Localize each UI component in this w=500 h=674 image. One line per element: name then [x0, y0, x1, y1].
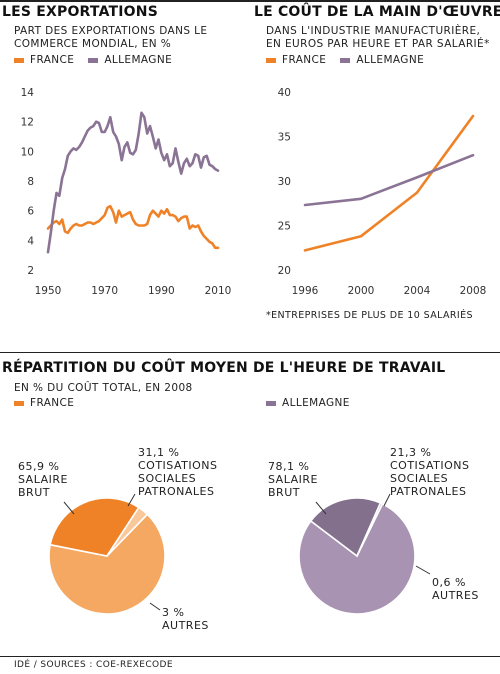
y-tick-label: 14 [21, 87, 35, 99]
allemagne-pie-legend: ALLEMAGNE [266, 397, 350, 409]
x-tick-label: 2000 [348, 285, 375, 297]
labour-cost-subtitle: DANS L'INDUSTRIE MANUFACTURIÈRE, EN EURO… [266, 25, 490, 50]
y-tick-label: 10 [21, 146, 34, 158]
footer-rule [0, 656, 500, 657]
y-tick-label: 2 [27, 265, 34, 277]
allemagne-salaire-text: SALAIRE BRUT [268, 473, 318, 499]
legend-allemagne-label: ALLEMAGNE [104, 54, 173, 66]
x-tick-label: 2004 [404, 285, 431, 297]
legend-allemagne-swatch [88, 57, 99, 63]
leader-line [315, 501, 327, 515]
x-tick-label: 1950 [35, 285, 62, 297]
france-cotisations-value: 31,1 % [138, 446, 180, 459]
y-tick-label: 6 [27, 206, 34, 218]
france-cotisations-text: COTISATIONS SOCIALES PATRONALES [138, 459, 218, 498]
france-cotisations-label: 31,1 % COTISATIONS SOCIALES PATRONALES [138, 446, 228, 498]
x-tick-label: 1970 [91, 285, 118, 297]
series-line-allemagne [46, 111, 220, 254]
y-tick-label: 30 [278, 176, 291, 188]
legend-france-label: FRANCE [282, 54, 327, 66]
y-tick-label: 35 [278, 132, 291, 144]
series-line-allemagne [303, 153, 475, 207]
section-rule [0, 352, 500, 353]
leader-line [63, 501, 75, 515]
allemagne-cotisations-value: 21,3 % [390, 446, 432, 459]
y-tick-label: 8 [27, 176, 34, 188]
leader-line [415, 565, 431, 575]
france-salaire-value: 65,9 % [18, 460, 60, 473]
legend-france-swatch [14, 400, 24, 406]
legend-allemagne-swatch [340, 57, 351, 63]
allemagne-cotisations-label: 21,3 % COTISATIONS SOCIALES PATRONALES [390, 446, 480, 498]
y-tick-label: 4 [27, 235, 34, 247]
top-rule [0, 0, 500, 2]
france-autres-text: AUTRES [162, 619, 209, 632]
allemagne-autres-text: AUTRES [432, 589, 479, 602]
legend-france-label: FRANCE [30, 397, 75, 409]
allemagne-autres-value: 0,6 % [432, 576, 466, 589]
allemagne-salaire-label: 78,1 % SALAIRE BRUT [268, 460, 328, 499]
x-tick-label: 1996 [292, 285, 319, 297]
leader-line [383, 493, 391, 507]
x-tick-label: 1990 [148, 285, 175, 297]
france-pie-legend: FRANCE [14, 397, 74, 409]
exports-legend: FRANCE ALLEMAGNE [14, 54, 172, 66]
x-tick-label: 2010 [205, 285, 232, 297]
footnote: *ENTREPRISES DE PLUS DE 10 SALARIÉS [266, 310, 473, 321]
allemagne-salaire-value: 78,1 % [268, 460, 310, 473]
exports-subtitle: PART DES EXPORTATIONS DANS LE COMMERCE M… [14, 25, 208, 50]
y-tick-label: 20 [278, 265, 291, 277]
allemagne-cotisations-text: COTISATIONS SOCIALES PATRONALES [390, 459, 470, 498]
legend-france-swatch [266, 57, 276, 63]
series-line-france [303, 114, 475, 252]
series-line-france [46, 204, 220, 250]
legend-allemagne-label: ALLEMAGNE [282, 397, 350, 409]
labour-cost-title: LE COÛT DE LA MAIN D'ŒUVRE [254, 4, 500, 20]
legend-allemagne-swatch [266, 400, 276, 406]
source-credit: IDÉ / SOURCES : COE-REXECODE [14, 660, 173, 670]
labour-cost-line-chart: 20 25 30 35 40 1996 2000 2004 2008 [278, 87, 487, 297]
distribution-title: RÉPARTITION DU COÛT MOYEN DE L'HEURE DE … [2, 360, 446, 376]
legend-france-swatch [14, 57, 24, 63]
x-tick-label: 2008 [460, 285, 487, 297]
labour-cost-legend: FRANCE ALLEMAGNE [266, 54, 424, 66]
legend-allemagne-label: ALLEMAGNE [356, 54, 425, 66]
allemagne-autres-label: 0,6 % AUTRES [432, 576, 492, 602]
pie-slice-autres [106, 506, 149, 557]
y-tick-label: 40 [278, 87, 291, 99]
pie-slice-salaire [48, 513, 166, 615]
france-pie-chart [48, 493, 166, 615]
pie-slice-autres [356, 501, 384, 557]
exports-line-chart: 2 4 6 8 10 12 14 1950 1970 1990 2010 [21, 87, 232, 297]
france-autres-value: 3 % [162, 606, 185, 619]
france-autres-label: 3 % AUTRES [162, 606, 222, 632]
leader-line [127, 493, 136, 507]
distribution-subtitle: EN % DU COÛT TOTAL, EN 2008 [14, 382, 193, 394]
france-salaire-label: 65,9 % SALAIRE BRUT [18, 460, 78, 499]
france-salaire-text: SALAIRE BRUT [18, 473, 68, 499]
y-tick-label: 12 [21, 117, 34, 129]
y-tick-label: 25 [278, 221, 291, 233]
leader-line [149, 602, 161, 611]
allemagne-pie-chart [298, 493, 431, 615]
legend-france-label: FRANCE [30, 54, 75, 66]
exports-title: LES EXPORTATIONS [2, 4, 158, 20]
pie-slice-salaire [298, 502, 416, 615]
